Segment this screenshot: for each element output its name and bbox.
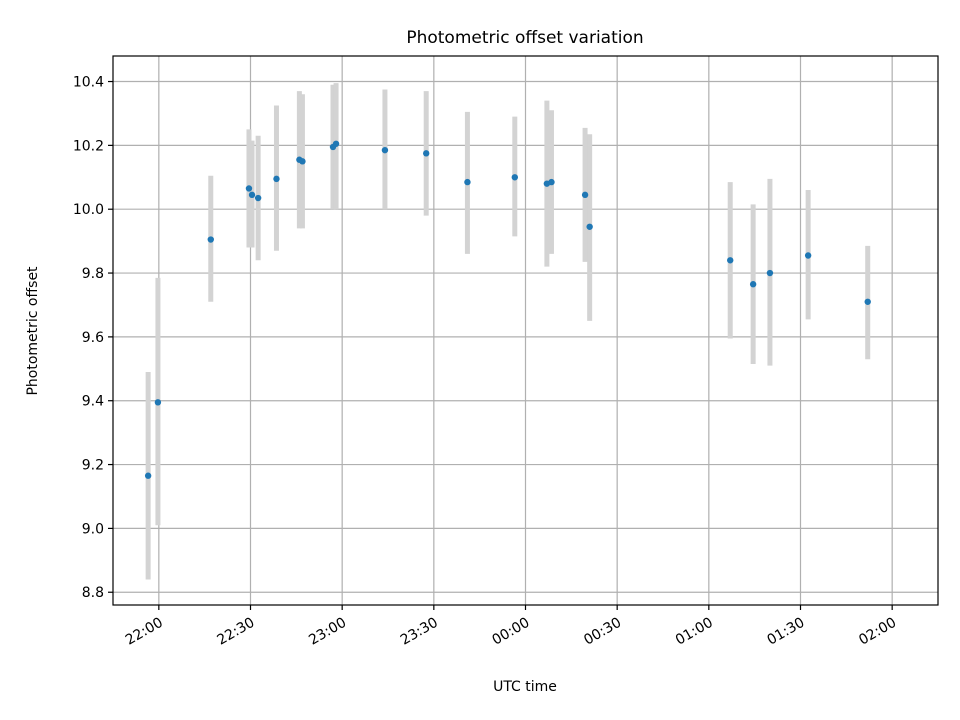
y-tick-label: 10.4: [73, 75, 104, 91]
data-point: [254, 194, 262, 202]
axis-ticks: 8.8 9.0 9.2 9.4 9.6 9.8 10.0 10.2 10.4 22:00 22:30…: [73, 75, 899, 649]
data-point: [248, 191, 256, 199]
y-tick-label: 9.8: [82, 266, 104, 282]
data-point: [804, 252, 812, 259]
data-point: [207, 236, 214, 243]
x-tick-label: 22:30: [215, 615, 258, 649]
x-tick-label: 01:00: [673, 615, 716, 649]
y-tick-label: 9.0: [82, 521, 104, 537]
x-axis-label: UTC time: [493, 679, 557, 695]
y-tick-label: 9.4: [82, 394, 104, 410]
y-tick-label: 9.6: [82, 330, 104, 346]
data-point: [332, 140, 340, 147]
data-point: [586, 223, 593, 230]
data-point: [511, 174, 519, 181]
data-point: [464, 178, 471, 186]
x-tick-label: 23:30: [398, 615, 441, 649]
data-point: [299, 158, 306, 165]
y-tick-label: 10.0: [73, 202, 104, 218]
data-point: [864, 298, 871, 305]
data-point: [245, 185, 253, 192]
y-tick-label: 9.2: [82, 458, 104, 474]
data-point: [144, 472, 152, 479]
data-point: [749, 281, 757, 288]
x-tick-label: 02:00: [856, 615, 899, 649]
y-axis-label: Photometric offset: [25, 266, 41, 396]
error-bars: [145, 83, 871, 580]
x-tick-label: 00:00: [490, 615, 533, 649]
data-point: [727, 257, 734, 264]
x-tick-label: 01:30: [765, 615, 808, 649]
x-tick-label: 00:30: [581, 615, 624, 649]
data-point: [154, 399, 162, 406]
y-tick-label: 10.2: [73, 138, 104, 154]
data-point: [766, 269, 774, 277]
data-point: [581, 191, 589, 199]
grid: [113, 56, 938, 605]
data-point: [548, 178, 555, 186]
data-points: [144, 140, 871, 479]
x-tick-label: 23:00: [306, 615, 349, 649]
data-point: [273, 175, 280, 183]
data-point: [381, 146, 389, 154]
chart-title: Photometric offset variation: [406, 28, 643, 48]
data-point: [422, 150, 430, 157]
x-tick-label: 22:00: [123, 615, 166, 649]
y-tick-label: 8.8: [82, 585, 104, 601]
